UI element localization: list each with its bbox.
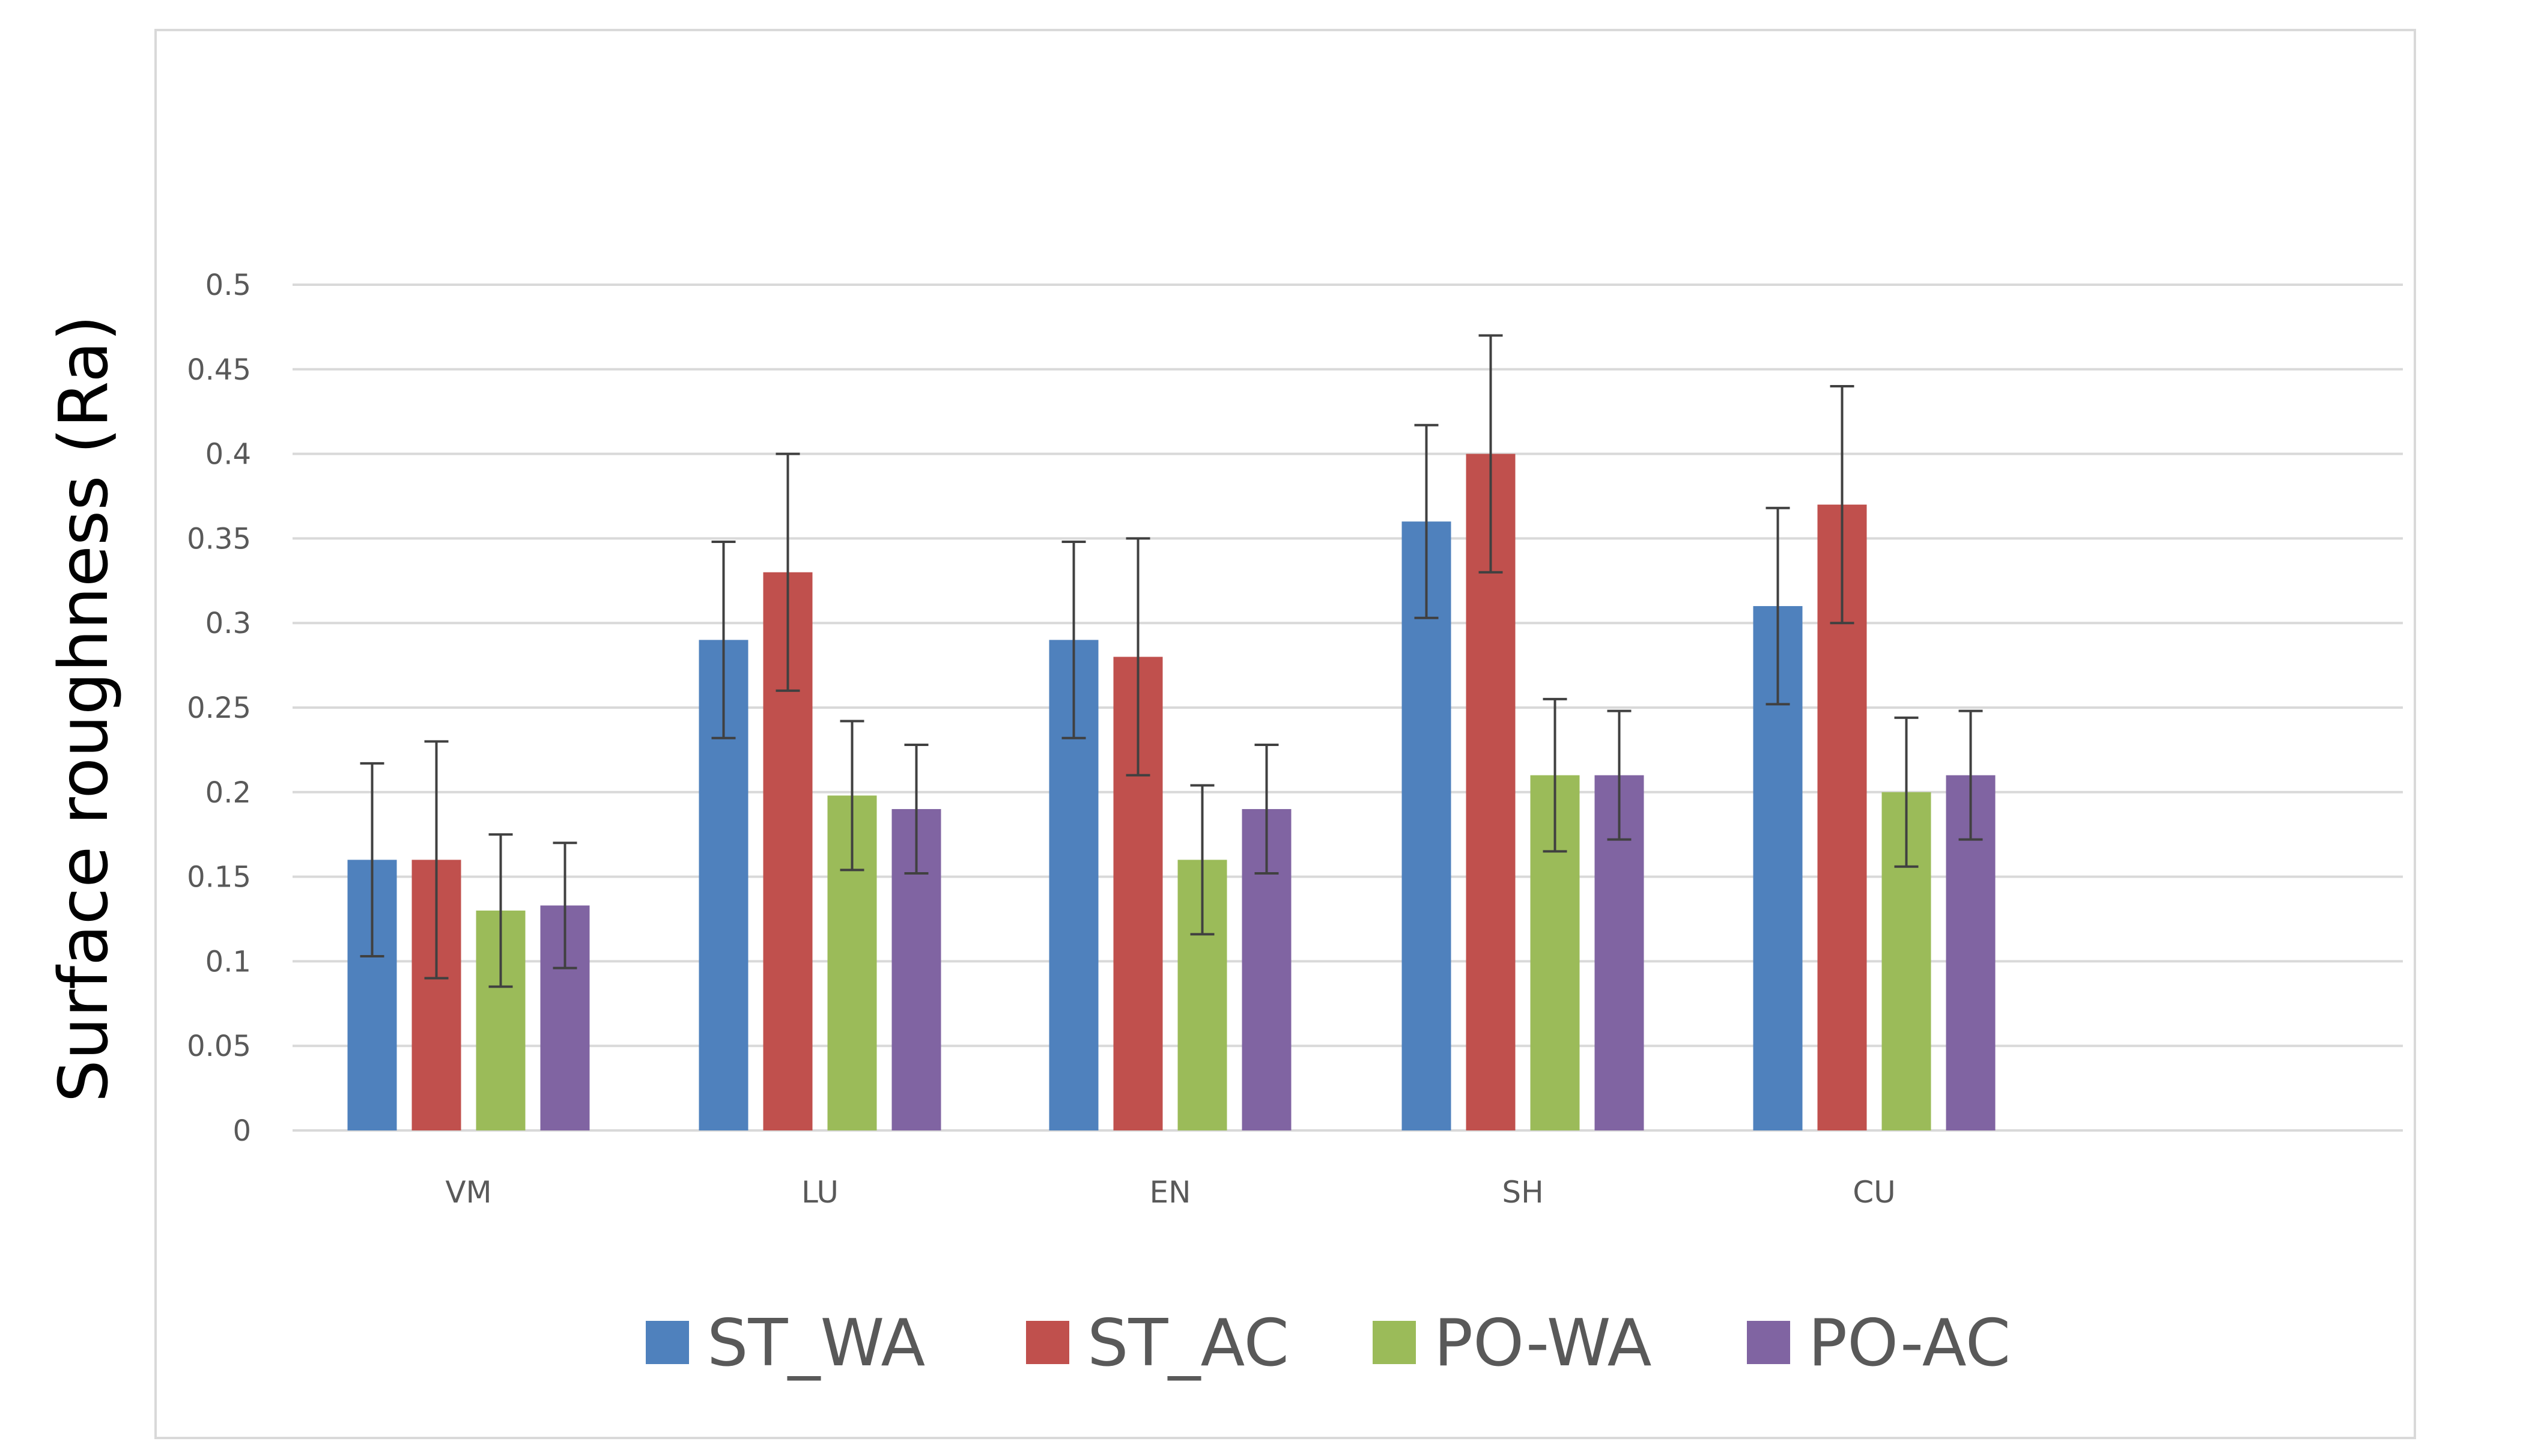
error-bar: [1894, 716, 1919, 868]
error-bar: [711, 541, 736, 739]
error-bar: [1830, 384, 1854, 625]
legend-item: ST_AC: [1026, 1306, 1289, 1381]
legend-item: ST_WA: [646, 1306, 925, 1381]
error-bar: [488, 833, 513, 988]
y-tick-label: 0.25: [187, 691, 251, 725]
error-bar: [1254, 743, 1279, 875]
error-bar: [424, 740, 449, 980]
bars: [347, 453, 1996, 1130]
legend-label: PO-AC: [1808, 1306, 2011, 1381]
legend: ST_WA ST_AC PO-WA PO-AC: [646, 1306, 2011, 1381]
y-tick-label: 0.5: [205, 268, 251, 302]
error-bar: [1190, 784, 1215, 936]
y-tick-label: 0: [232, 1114, 251, 1148]
x-category-label: VM: [445, 1175, 491, 1210]
y-tick-label: 0.45: [187, 353, 251, 387]
x-category-label: EN: [1150, 1175, 1191, 1210]
gridlines: [293, 284, 2403, 1132]
error-bars: [360, 334, 1983, 988]
error-bar: [904, 743, 929, 875]
y-tick-label: 0.3: [205, 607, 251, 640]
legend-label: PO-WA: [1434, 1306, 1652, 1381]
error-bar: [1543, 697, 1567, 853]
legend-swatch: [1373, 1321, 1416, 1364]
x-category-label: SH: [1502, 1175, 1543, 1210]
bar-st-wa-sh: [1401, 521, 1451, 1130]
error-bar: [1414, 423, 1439, 619]
y-tick-label: 0.1: [205, 945, 251, 978]
x-category-label: CU: [1853, 1175, 1896, 1210]
y-tick-label: 0.2: [205, 776, 251, 810]
error-bar: [840, 720, 864, 872]
legend-item: PO-WA: [1373, 1306, 1652, 1381]
error-bar: [1478, 334, 1503, 574]
y-tick-label: 0.35: [187, 522, 251, 556]
error-bar: [776, 452, 800, 692]
y-tick-label: 0.05: [187, 1030, 251, 1063]
x-category-label: LU: [801, 1175, 839, 1210]
error-bar: [1126, 537, 1150, 777]
legend-label: ST_AC: [1087, 1306, 1289, 1381]
legend-swatch: [646, 1321, 689, 1364]
error-bar: [1765, 506, 1790, 706]
legend-swatch: [1026, 1321, 1069, 1364]
legend-item: PO-AC: [1747, 1306, 2011, 1381]
error-bar: [1061, 541, 1086, 739]
error-bar: [553, 842, 577, 969]
y-axis-ticks: 0 0.05 0.1 0.15 0.2 0.25 0.3 0.35 0.4 0.45 0.5: [187, 268, 251, 1148]
legend-swatch: [1747, 1321, 1790, 1364]
y-tick-label: 0.15: [187, 861, 251, 894]
chart-frame: [154, 29, 2416, 1439]
error-bar: [1607, 709, 1632, 841]
y-tick-label: 0.4: [205, 438, 251, 472]
error-bar: [1958, 709, 1983, 841]
error-bar: [360, 762, 384, 957]
x-axis-categories: VM LU EN SH CU: [445, 1175, 1895, 1210]
y-axis-title: Surface roughness (Ra): [45, 315, 123, 1102]
legend-label: ST_WA: [707, 1306, 925, 1381]
